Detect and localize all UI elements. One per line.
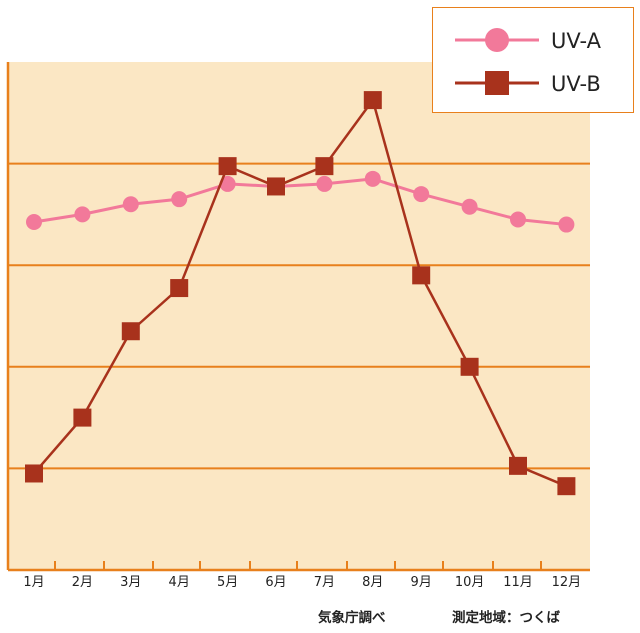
data-point-uv-b [25,464,43,483]
legend-item-uvb: UV-B [433,63,633,103]
data-point-uv-b [509,456,527,475]
series-line-uv-a [33,177,567,227]
grid-lines [8,162,590,470]
x-tick-label: 12月 [552,575,582,590]
x-tick-label: 7月 [314,575,335,590]
data-point-uv-a [26,214,42,231]
data-point-uv-b [412,266,431,285]
data-point-uv-a [510,211,526,228]
series-line-uv-b [33,97,567,488]
legend-label-uva: UV-A [551,29,601,53]
source-note: 気象庁調べ [318,610,386,626]
plot-area [8,62,590,570]
x-tick-label: 2月 [72,575,93,590]
x-ticks [54,561,542,570]
location-note: 測定地域：つくば [452,610,560,626]
data-point-uv-b [121,322,140,341]
legend-label-uvb: UV-B [551,72,601,96]
x-tick-label: 4月 [169,575,190,590]
x-tick-label: 11月 [503,575,533,590]
data-point-uv-b [315,157,334,176]
x-tick-label: 1月 [23,575,44,590]
x-tick-label: 8月 [362,575,383,590]
data-point-uv-a [413,186,430,203]
data-point-uv-a [171,191,188,208]
data-point-uv-a [316,175,333,192]
x-tick-label: 10月 [455,575,485,590]
x-tick-label: 5月 [217,575,238,590]
data-point-uv-a [219,175,236,192]
legend: UV-A UV-B [432,7,634,113]
data-point-uv-a [74,206,91,223]
data-point-uv-a [364,170,381,187]
data-point-uv-b [557,477,576,496]
x-tick-labels: 1月 2月 3月 4月 5月 6月 7月 8月 9月 10月 11月 12月 [23,575,581,590]
circle-marker-icon [455,28,539,52]
data-point-uv-b [170,279,189,298]
square-marker-icon [455,71,539,95]
data-point-uv-b [363,91,382,110]
series-layer [25,91,576,496]
x-tick-label: 6月 [265,575,286,590]
data-point-uv-b [460,357,479,376]
data-point-uv-b [267,177,285,196]
data-point-uv-a [122,196,139,213]
legend-item-uva: UV-A [433,20,633,60]
data-point-uv-b [218,157,237,176]
data-point-uv-a [461,198,478,215]
data-point-uv-a [558,216,575,233]
x-tick-label: 3月 [120,575,141,590]
data-point-uv-b [73,408,92,427]
x-tick-label: 9月 [411,575,432,590]
